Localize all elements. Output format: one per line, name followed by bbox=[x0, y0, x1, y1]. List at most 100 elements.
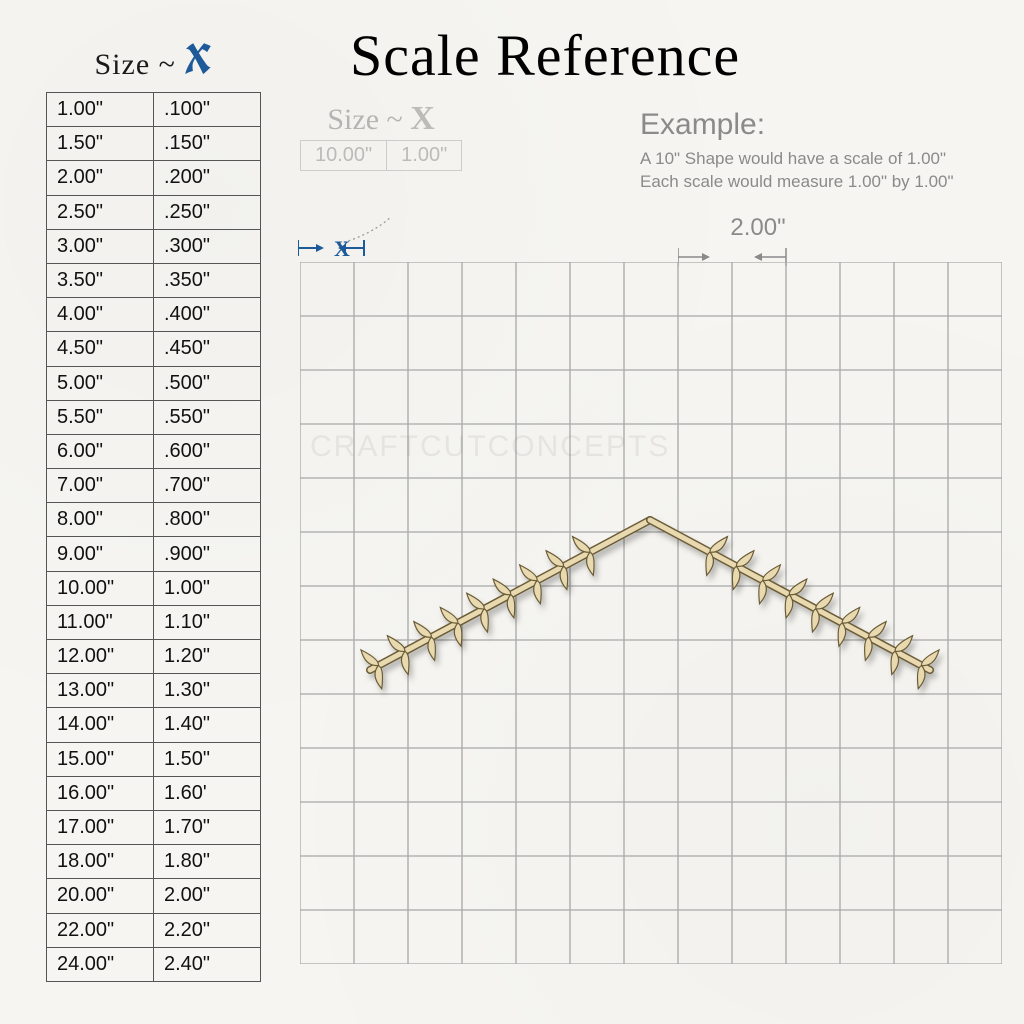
table-cell: 20.00" bbox=[47, 879, 154, 913]
size-table-panel: Size ~ X 1.00".100"1.50".150"2.00".200"2… bbox=[46, 34, 261, 982]
table-row: 1.50".150" bbox=[47, 127, 261, 161]
table-cell: 5.00" bbox=[47, 366, 154, 400]
table-cell: 10.00" bbox=[47, 571, 154, 605]
table-row: 4.00".400" bbox=[47, 298, 261, 332]
table-cell: 4.50" bbox=[47, 332, 154, 366]
table-row: 9.00".900" bbox=[47, 537, 261, 571]
two-inch-label: 2.00" bbox=[678, 214, 838, 242]
table-cell: 9.00" bbox=[47, 537, 154, 571]
faded-cell-scale: 1.00" bbox=[387, 141, 462, 171]
table-cell: .800" bbox=[154, 503, 261, 537]
faded-table: 10.00" 1.00" bbox=[300, 140, 462, 171]
table-cell: 6.00" bbox=[47, 434, 154, 468]
reference-grid bbox=[300, 262, 1002, 964]
table-row: 1.00".100" bbox=[47, 93, 261, 127]
example-line2: Each scale would measure 1.00" by 1.00" bbox=[640, 171, 1000, 194]
faded-cell-size: 10.00" bbox=[301, 141, 387, 171]
table-cell: 8.00" bbox=[47, 503, 154, 537]
table-cell: .450" bbox=[154, 332, 261, 366]
table-cell: 1.40" bbox=[154, 708, 261, 742]
table-row: 8.00".800" bbox=[47, 503, 261, 537]
table-row: 22.00"2.20" bbox=[47, 913, 261, 947]
table-row: 5.00".500" bbox=[47, 366, 261, 400]
size-header-x: X bbox=[184, 34, 212, 86]
table-row: 10.00"1.00" bbox=[47, 571, 261, 605]
table-cell: 2.40" bbox=[154, 947, 261, 981]
table-cell: 7.00" bbox=[47, 469, 154, 503]
table-row: 3.00".300" bbox=[47, 229, 261, 263]
table-cell: .700" bbox=[154, 469, 261, 503]
table-cell: 1.00" bbox=[154, 571, 261, 605]
table-row: 2.00".200" bbox=[47, 161, 261, 195]
table-cell: 1.00" bbox=[47, 93, 154, 127]
table-cell: 1.20" bbox=[154, 640, 261, 674]
faded-header: Size ~ X bbox=[300, 100, 462, 138]
table-row: 15.00"1.50" bbox=[47, 742, 261, 776]
table-cell: 1.70" bbox=[154, 810, 261, 844]
table-cell: 2.20" bbox=[154, 913, 261, 947]
table-row: 20.00"2.00" bbox=[47, 879, 261, 913]
table-cell: 15.00" bbox=[47, 742, 154, 776]
table-row: 16.00"1.60' bbox=[47, 776, 261, 810]
table-cell: 2.00" bbox=[47, 161, 154, 195]
table-cell: .250" bbox=[154, 195, 261, 229]
table-cell: .300" bbox=[154, 229, 261, 263]
faded-header-prefix: Size bbox=[327, 103, 379, 136]
example-block: Example: A 10" Shape would have a scale … bbox=[640, 108, 1000, 194]
table-cell: 13.00" bbox=[47, 674, 154, 708]
table-cell: 4.00" bbox=[47, 298, 154, 332]
table-cell: .200" bbox=[154, 161, 261, 195]
table-row: 6.00".600" bbox=[47, 434, 261, 468]
table-cell: .400" bbox=[154, 298, 261, 332]
table-row: 3.50".350" bbox=[47, 263, 261, 297]
table-cell: 1.80" bbox=[154, 845, 261, 879]
table-cell: .350" bbox=[154, 263, 261, 297]
table-row: 7.00".700" bbox=[47, 469, 261, 503]
table-row: 4.50".450" bbox=[47, 332, 261, 366]
faded-header-sep: ~ bbox=[387, 103, 403, 136]
table-cell: 1.10" bbox=[154, 605, 261, 639]
table-cell: 11.00" bbox=[47, 605, 154, 639]
table-cell: 2.00" bbox=[154, 879, 261, 913]
faded-size-example: Size ~ X 10.00" 1.00" bbox=[300, 100, 462, 171]
table-row: 12.00"1.20" bbox=[47, 640, 261, 674]
table-cell: 1.60' bbox=[154, 776, 261, 810]
table-cell: .900" bbox=[154, 537, 261, 571]
table-row: 14.00"1.40" bbox=[47, 708, 261, 742]
table-row: 18.00"1.80" bbox=[47, 845, 261, 879]
table-cell: 3.50" bbox=[47, 263, 154, 297]
table-cell: .550" bbox=[154, 400, 261, 434]
table-cell: .600" bbox=[154, 434, 261, 468]
table-cell: 3.00" bbox=[47, 229, 154, 263]
page-title: Scale Reference bbox=[350, 22, 740, 89]
table-cell: 14.00" bbox=[47, 708, 154, 742]
table-cell: 17.00" bbox=[47, 810, 154, 844]
table-row: 13.00"1.30" bbox=[47, 674, 261, 708]
size-header-sep: ~ bbox=[159, 48, 176, 81]
table-cell: 18.00" bbox=[47, 845, 154, 879]
table-row: 24.00"2.40" bbox=[47, 947, 261, 981]
table-row: 17.00"1.70" bbox=[47, 810, 261, 844]
table-cell: 2.50" bbox=[47, 195, 154, 229]
table-cell: .500" bbox=[154, 366, 261, 400]
example-heading: Example: bbox=[640, 108, 1000, 142]
table-row: 2.50".250" bbox=[47, 195, 261, 229]
size-table: 1.00".100"1.50".150"2.00".200"2.50".250"… bbox=[46, 92, 261, 982]
table-cell: 1.30" bbox=[154, 674, 261, 708]
watermark-text: CRAFTCUTCONCEPTS bbox=[310, 430, 670, 464]
table-row: 5.50".550" bbox=[47, 400, 261, 434]
table-cell: 24.00" bbox=[47, 947, 154, 981]
table-row: 11.00"1.10" bbox=[47, 605, 261, 639]
table-cell: 1.50" bbox=[154, 742, 261, 776]
table-cell: 22.00" bbox=[47, 913, 154, 947]
size-table-header: Size ~ X bbox=[46, 34, 261, 86]
table-cell: .100" bbox=[154, 93, 261, 127]
faded-header-x: X bbox=[410, 100, 435, 137]
example-line1: A 10" Shape would have a scale of 1.00" bbox=[640, 148, 1000, 171]
table-cell: .150" bbox=[154, 127, 261, 161]
size-header-prefix: Size bbox=[95, 48, 151, 81]
table-cell: 12.00" bbox=[47, 640, 154, 674]
table-cell: 16.00" bbox=[47, 776, 154, 810]
table-cell: 1.50" bbox=[47, 127, 154, 161]
table-cell: 5.50" bbox=[47, 400, 154, 434]
